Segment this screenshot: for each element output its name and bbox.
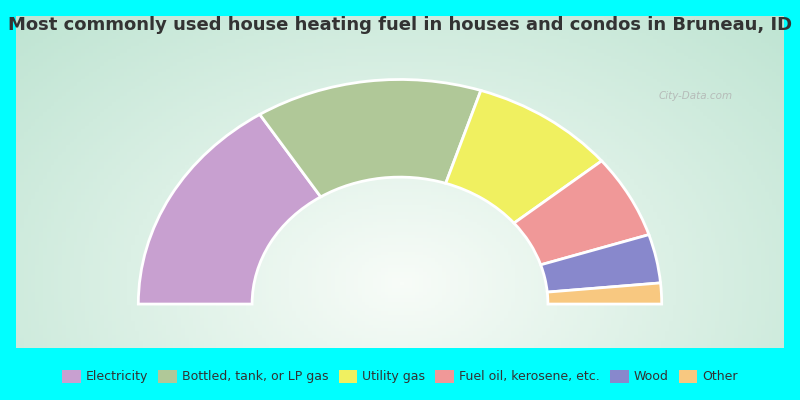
Wedge shape [138,114,321,304]
Wedge shape [260,80,481,197]
Legend: Electricity, Bottled, tank, or LP gas, Utility gas, Fuel oil, kerosene, etc., Wo: Electricity, Bottled, tank, or LP gas, U… [58,365,742,388]
Text: Most commonly used house heating fuel in houses and condos in Bruneau, ID: Most commonly used house heating fuel in… [8,16,792,34]
Wedge shape [514,161,649,265]
Wedge shape [541,235,661,292]
Text: City-Data.com: City-Data.com [659,91,733,101]
Wedge shape [547,283,662,304]
Wedge shape [446,90,602,223]
